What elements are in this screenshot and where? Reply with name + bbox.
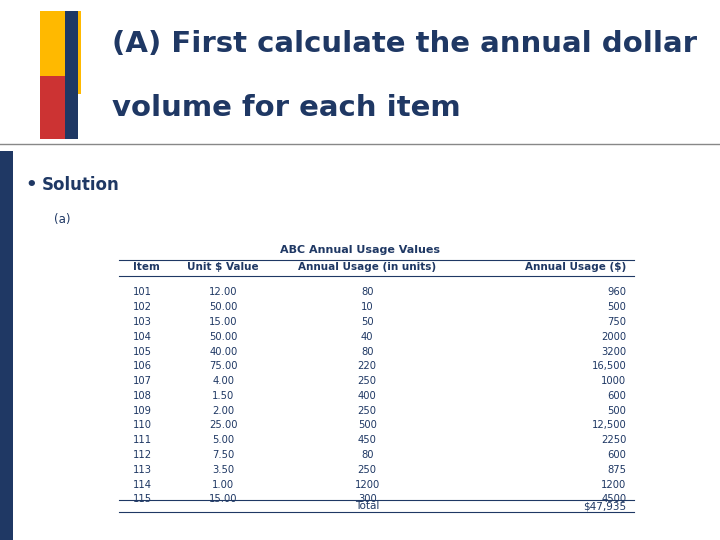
Text: (A) First calculate the annual dollar: (A) First calculate the annual dollar (112, 30, 697, 58)
Text: 300: 300 (358, 494, 377, 504)
Text: 113: 113 (133, 465, 152, 475)
Text: 12,500: 12,500 (592, 421, 626, 430)
Text: 875: 875 (608, 465, 626, 475)
Text: 80: 80 (361, 287, 374, 298)
Text: 500: 500 (608, 406, 626, 416)
Text: 15.00: 15.00 (209, 494, 238, 504)
Bar (40, 76, 70, 139)
Text: 4.00: 4.00 (212, 376, 234, 386)
Text: 2250: 2250 (601, 435, 626, 445)
Text: 50.00: 50.00 (209, 302, 238, 312)
Text: 7.50: 7.50 (212, 450, 234, 460)
Text: 40: 40 (361, 332, 374, 342)
Text: Annual Usage ($): Annual Usage ($) (525, 261, 626, 272)
Text: 2000: 2000 (601, 332, 626, 342)
Bar (0, 151, 13, 540)
Text: 1000: 1000 (601, 376, 626, 386)
Text: 108: 108 (133, 391, 152, 401)
Text: Item: Item (133, 261, 160, 272)
Text: 109: 109 (133, 406, 152, 416)
Text: 1.50: 1.50 (212, 391, 234, 401)
Text: 101: 101 (133, 287, 152, 298)
Text: 3.50: 3.50 (212, 465, 234, 475)
Text: 50.00: 50.00 (209, 332, 238, 342)
Text: 40.00: 40.00 (209, 347, 238, 356)
Text: volume for each item: volume for each item (112, 94, 460, 122)
Bar (65, 11, 78, 139)
Text: 107: 107 (133, 376, 152, 386)
Text: 104: 104 (133, 332, 152, 342)
Text: 1200: 1200 (354, 480, 380, 490)
Text: 5.00: 5.00 (212, 435, 234, 445)
Text: 600: 600 (608, 391, 626, 401)
Text: 400: 400 (358, 391, 377, 401)
Text: 12.00: 12.00 (209, 287, 238, 298)
Text: 102: 102 (133, 302, 152, 312)
Text: 600: 600 (608, 450, 626, 460)
Bar (40, 11, 81, 94)
Text: 15.00: 15.00 (209, 317, 238, 327)
Text: 250: 250 (358, 406, 377, 416)
Text: 750: 750 (608, 317, 626, 327)
Text: 500: 500 (358, 421, 377, 430)
Text: 250: 250 (358, 465, 377, 475)
Text: 500: 500 (608, 302, 626, 312)
Text: Unit $ Value: Unit $ Value (187, 261, 259, 272)
Text: Solution: Solution (42, 177, 120, 194)
Text: 115: 115 (133, 494, 153, 504)
Text: Annual Usage (in units): Annual Usage (in units) (298, 261, 436, 272)
Text: 80: 80 (361, 347, 374, 356)
Text: ABC Annual Usage Values: ABC Annual Usage Values (280, 245, 440, 254)
Text: 1.00: 1.00 (212, 480, 234, 490)
Text: 50: 50 (361, 317, 374, 327)
Text: 960: 960 (608, 287, 626, 298)
Text: 1200: 1200 (601, 480, 626, 490)
Text: 75.00: 75.00 (209, 361, 238, 372)
Text: Total: Total (355, 501, 379, 511)
Text: 105: 105 (133, 347, 152, 356)
Text: 450: 450 (358, 435, 377, 445)
Text: 103: 103 (133, 317, 152, 327)
Text: 110: 110 (133, 421, 152, 430)
Text: 3200: 3200 (601, 347, 626, 356)
Text: 16,500: 16,500 (592, 361, 626, 372)
Text: 114: 114 (133, 480, 152, 490)
Text: 10: 10 (361, 302, 374, 312)
Text: 111: 111 (133, 435, 153, 445)
Text: (a): (a) (54, 213, 71, 226)
Text: 250: 250 (358, 376, 377, 386)
Text: $47,935: $47,935 (583, 501, 626, 511)
Text: 106: 106 (133, 361, 152, 372)
Text: 2.00: 2.00 (212, 406, 234, 416)
Text: 220: 220 (358, 361, 377, 372)
Text: 4500: 4500 (601, 494, 626, 504)
Text: 80: 80 (361, 450, 374, 460)
Text: 25.00: 25.00 (209, 421, 238, 430)
Text: 112: 112 (133, 450, 153, 460)
Text: •: • (25, 177, 37, 194)
